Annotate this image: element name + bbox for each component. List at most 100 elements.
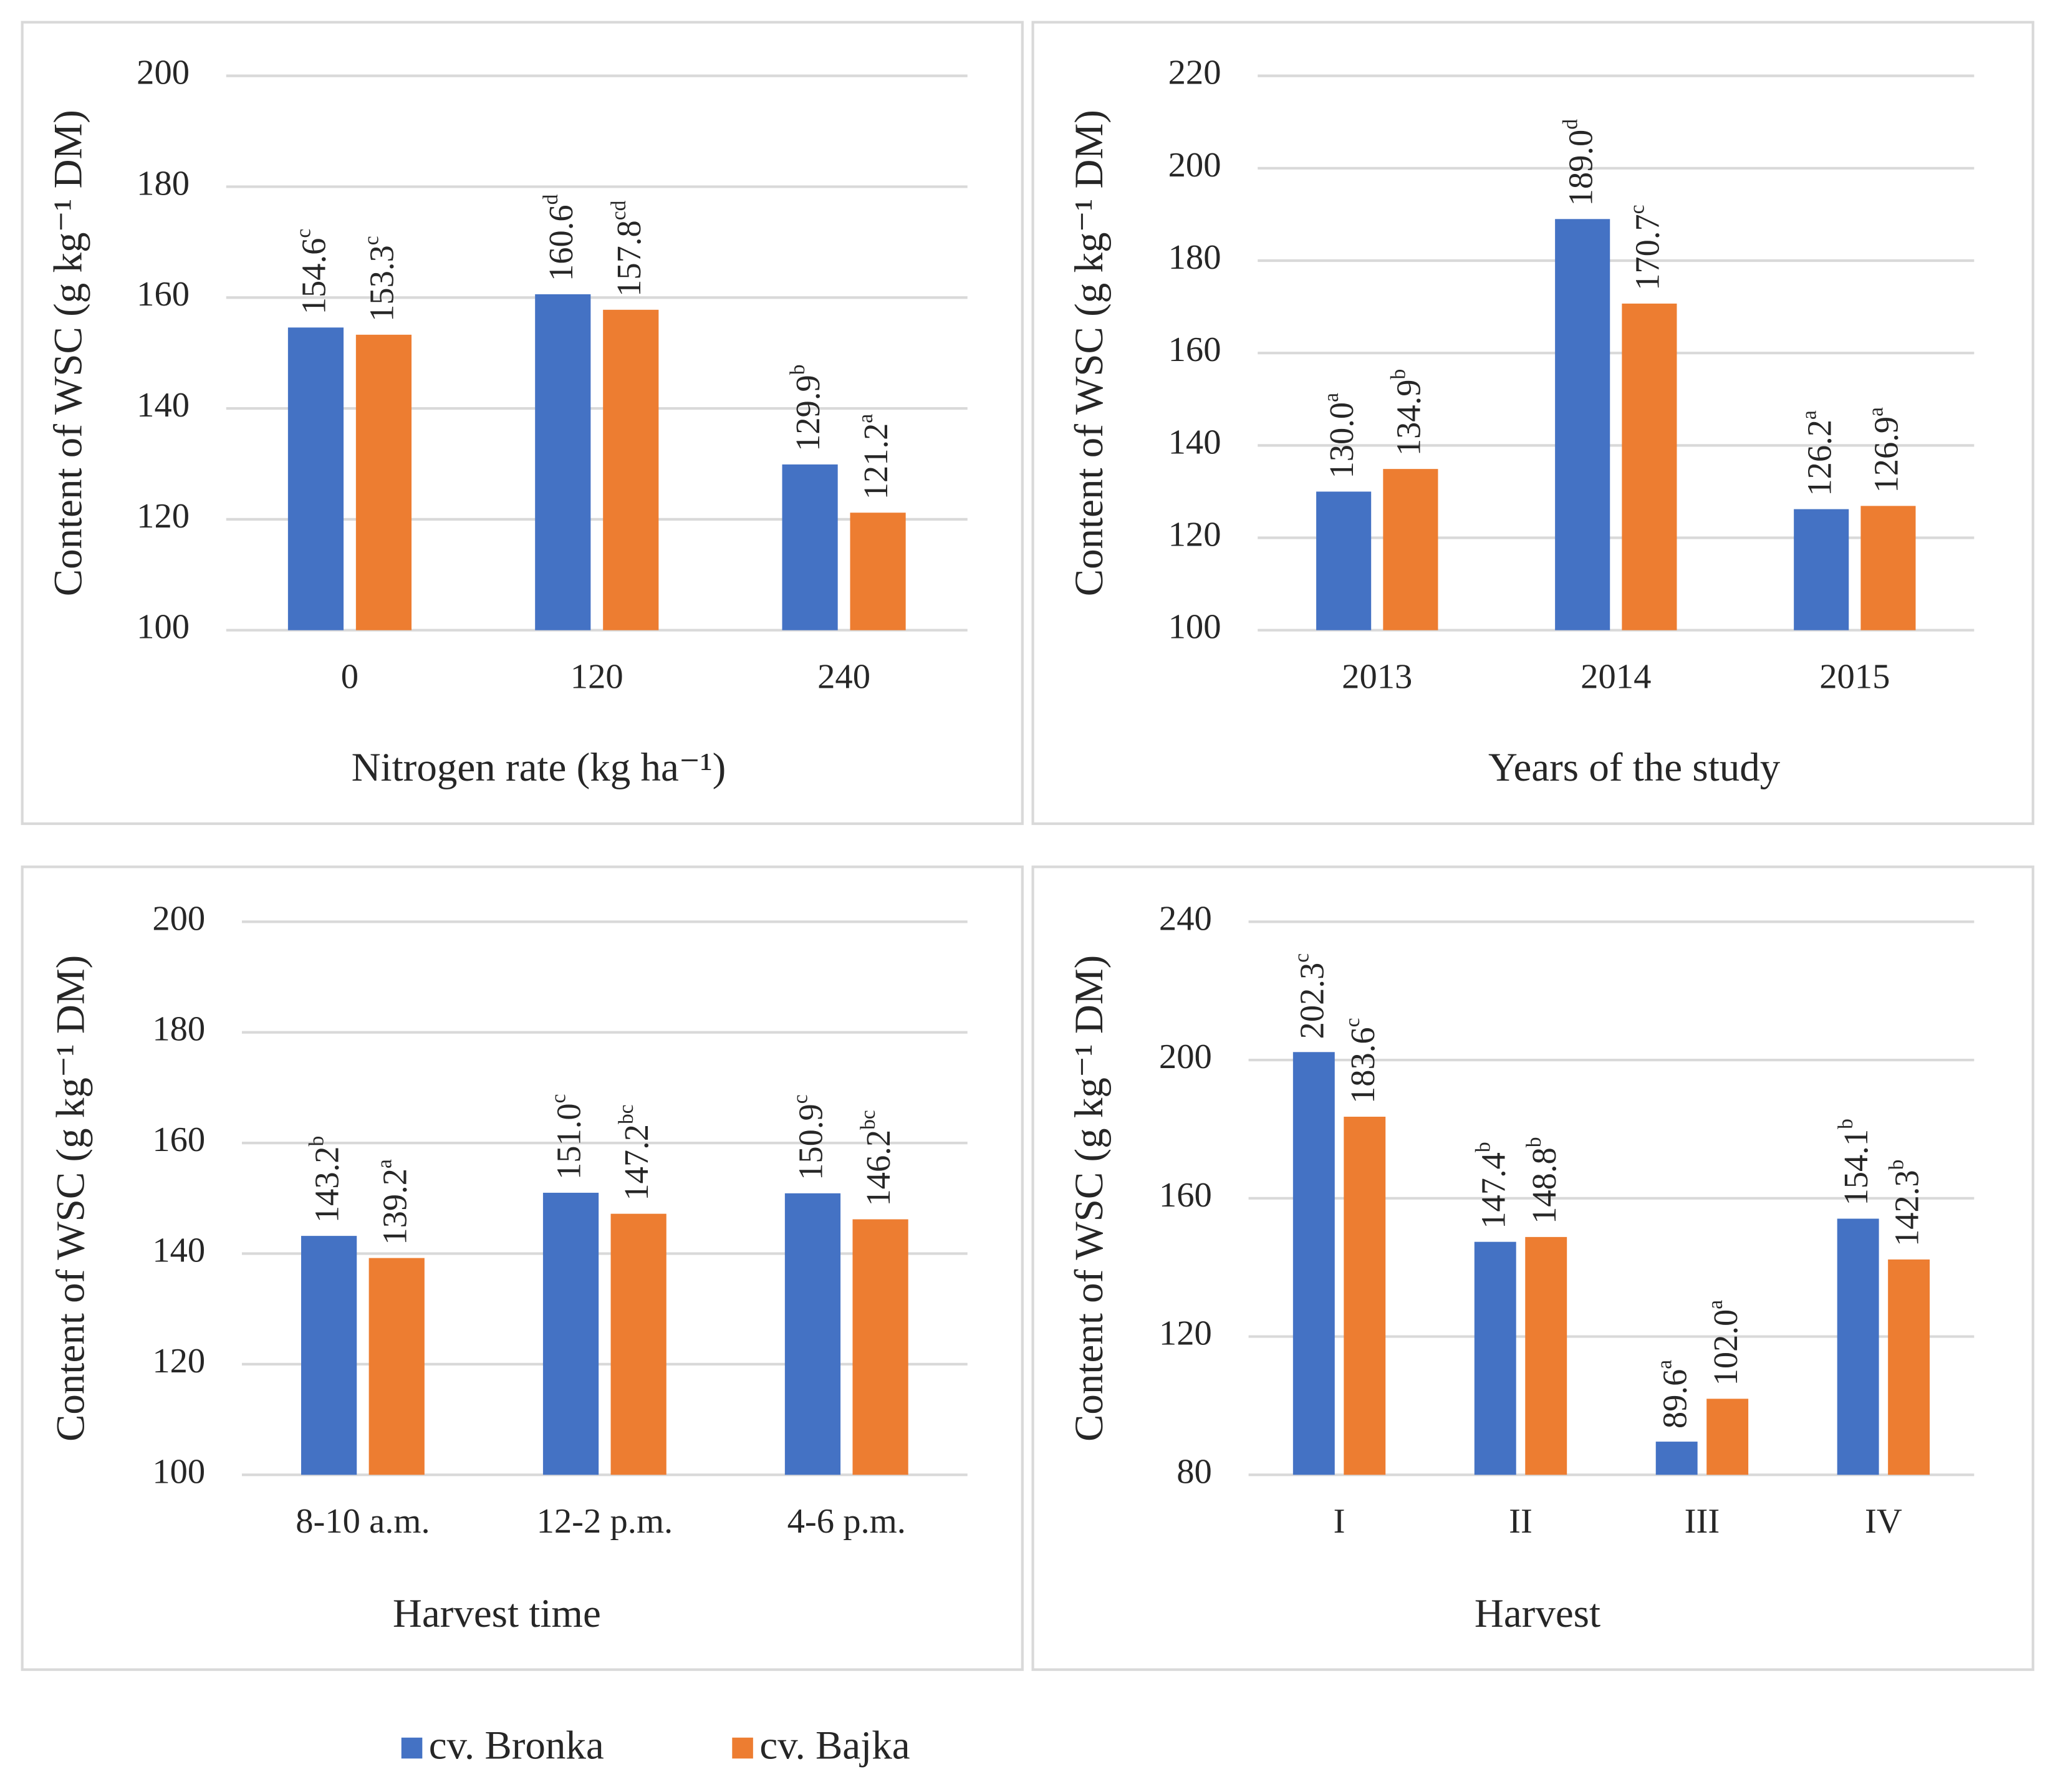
significance-letter: a (1704, 1300, 1727, 1309)
significance-letter: b (1834, 1119, 1857, 1129)
significance-letter: b (1387, 369, 1410, 380)
data-label-value: 147.2 (617, 1124, 655, 1201)
data-label: 157.8cd (607, 200, 647, 297)
x-tick-label: 120 (570, 657, 623, 696)
bar (301, 1236, 357, 1475)
bar (610, 1213, 666, 1475)
bar (1837, 1218, 1879, 1475)
y-tick-label: 100 (137, 608, 190, 647)
significance-letter: c (292, 229, 315, 238)
bar (784, 1193, 841, 1475)
significance-letter: d (539, 194, 562, 205)
data-label: 148.8b (1523, 1137, 1562, 1224)
data-label: 153.3c (360, 236, 400, 322)
y-axis-label: Content of WSC (g kg⁻¹ DM) (48, 955, 93, 1442)
y-tick-label: 200 (137, 54, 190, 92)
data-label: 183.6c (1341, 1018, 1381, 1104)
panel-frame (21, 21, 1024, 826)
data-label-value: 157.8 (609, 220, 647, 297)
x-tick-label: II (1509, 1502, 1533, 1541)
bar (1706, 1399, 1749, 1475)
x-tick-label: 8-10 a.m. (296, 1502, 430, 1541)
legend-swatch (732, 1737, 753, 1759)
y-tick-label: 100 (152, 1452, 205, 1491)
data-label: 142.3b (1885, 1160, 1925, 1246)
y-axis-label: Content of WSC (g kg⁻¹ DM) (1067, 955, 1112, 1442)
data-label: 129.9b (786, 364, 826, 451)
significance-letter: b (1472, 1142, 1495, 1152)
y-tick-label: 140 (152, 1231, 205, 1269)
y-tick-label: 120 (137, 497, 190, 536)
significance-letter: bc (857, 1110, 880, 1130)
data-label: 139.2a (373, 1159, 413, 1245)
data-label: 134.9b (1387, 369, 1427, 456)
data-label-value: 189.0 (1561, 130, 1599, 206)
data-label-value: 160.6 (541, 205, 579, 281)
data-label: 150.9c (789, 1094, 829, 1180)
x-tick-label: 4-6 p.m. (787, 1502, 906, 1541)
significance-letter: a (1320, 393, 1343, 402)
data-label: 202.3c (1291, 953, 1331, 1039)
data-label: 121.2a (854, 414, 894, 500)
significance-letter: a (373, 1159, 397, 1168)
panel-frame (1031, 21, 2034, 826)
x-axis-label: Harvest time (393, 1591, 601, 1636)
data-label-value: 126.9 (1867, 417, 1905, 493)
y-tick-label: 160 (152, 1120, 205, 1159)
y-tick-label: 200 (1159, 1038, 1212, 1076)
data-label: 130.0a (1320, 393, 1360, 479)
x-tick-label: 0 (341, 657, 359, 696)
y-tick-label: 140 (137, 386, 190, 425)
panel-frame (21, 865, 1024, 1671)
data-label-value: 139.2 (375, 1168, 413, 1245)
x-tick-label: IV (1865, 1502, 1902, 1541)
significance-letter: c (1291, 953, 1314, 963)
significance-letter: b (786, 364, 809, 375)
data-label: 151.0c (547, 1094, 587, 1180)
significance-letter: b (306, 1136, 329, 1147)
data-label-value: 126.2 (1800, 420, 1838, 496)
data-label: 147.2bc (615, 1104, 655, 1200)
y-tick-label: 120 (1159, 1314, 1212, 1353)
y-tick-label: 120 (152, 1342, 205, 1380)
significance-letter: a (1865, 407, 1888, 417)
significance-letter: bc (615, 1104, 638, 1124)
legend-label: cv. Bronka (429, 1723, 604, 1768)
significance-letter: c (1341, 1018, 1364, 1027)
bar (850, 513, 906, 630)
y-tick-label: 80 (1177, 1452, 1212, 1491)
y-tick-label: 180 (137, 164, 190, 203)
bar (1383, 469, 1438, 630)
significance-letter: a (1653, 1360, 1676, 1369)
data-label-value: 89.6 (1655, 1369, 1693, 1428)
x-tick-label: 2015 (1819, 657, 1890, 696)
legend-label: cv. Bajka (759, 1723, 910, 1768)
y-tick-label: 140 (1168, 423, 1221, 461)
x-tick-label: 2013 (1342, 657, 1412, 696)
significance-letter: b (1523, 1137, 1546, 1148)
y-tick-label: 220 (1168, 54, 1221, 92)
data-label: 154.6c (292, 229, 332, 315)
bar (1316, 491, 1372, 630)
significance-letter: a (1798, 410, 1821, 420)
data-label-value: 130.0 (1322, 402, 1360, 479)
data-label: 89.6a (1653, 1360, 1693, 1428)
bar (542, 1192, 599, 1475)
data-label-value: 202.3 (1292, 963, 1331, 1039)
data-label-value: 153.3 (362, 245, 400, 322)
data-label: 147.4b (1472, 1142, 1512, 1228)
bar (1344, 1116, 1386, 1475)
data-label-value: 142.3 (1887, 1170, 1925, 1246)
bar (1525, 1236, 1567, 1475)
data-label: 102.0a (1704, 1300, 1744, 1386)
bar (603, 309, 659, 630)
panel-frame (1031, 865, 2034, 1671)
significance-letter: c (1626, 205, 1649, 214)
bar (355, 334, 412, 630)
y-tick-label: 100 (1168, 608, 1221, 647)
data-label-value: 134.9 (1389, 380, 1427, 456)
data-label-value: 150.9 (791, 1104, 829, 1180)
data-label-value: 121.2 (857, 423, 895, 500)
data-label-value: 154.1 (1837, 1129, 1875, 1206)
